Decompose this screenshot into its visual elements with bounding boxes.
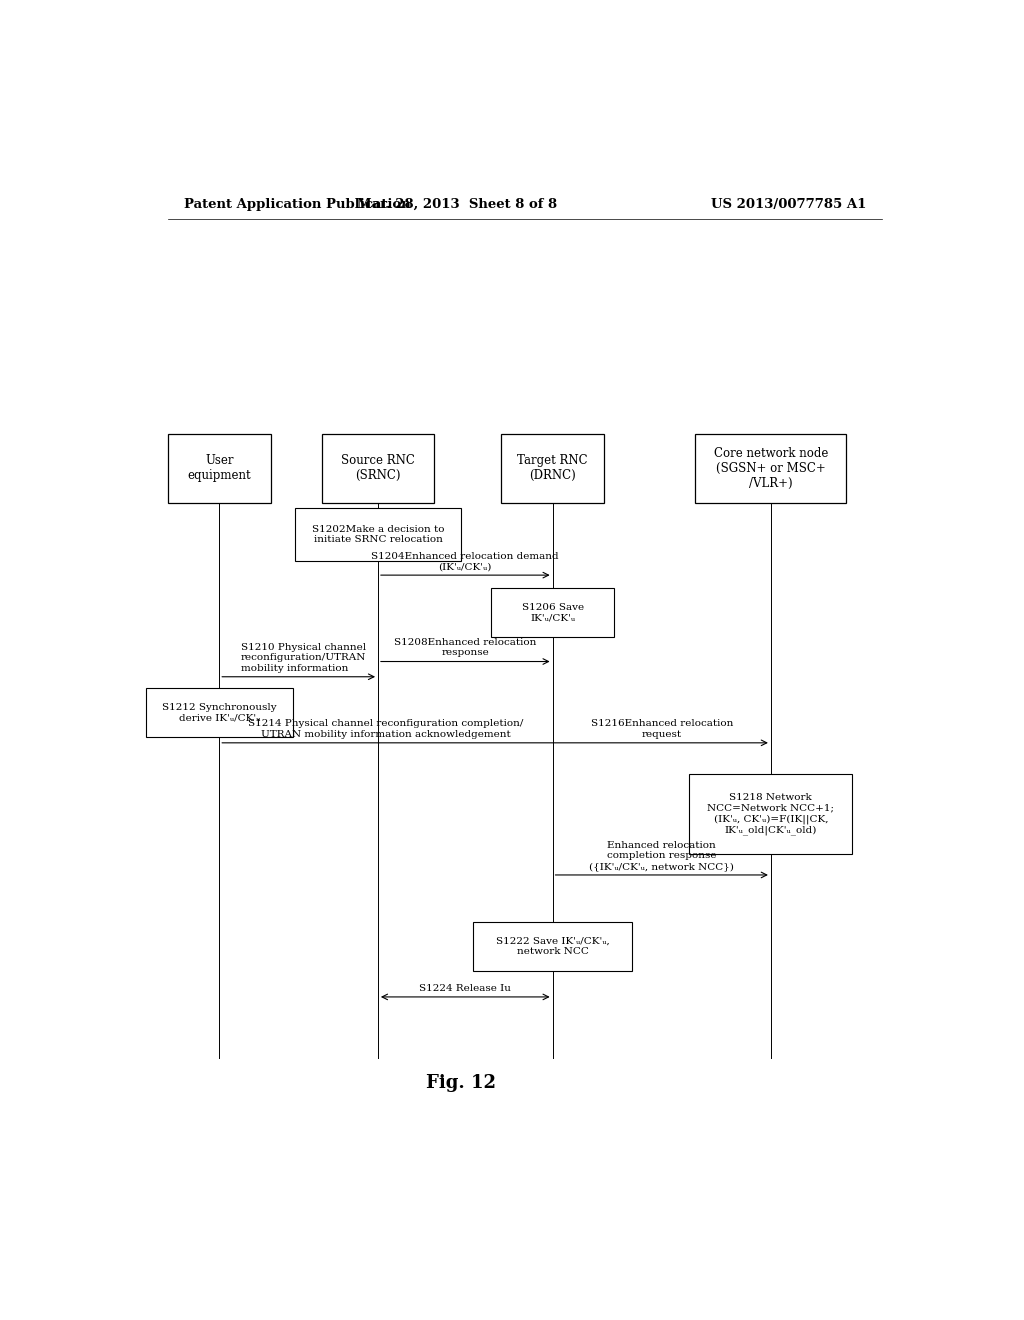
Text: Core network node
(SGSN+ or MSC+
/VLR+): Core network node (SGSN+ or MSC+ /VLR+) [714, 447, 828, 490]
Text: Enhanced relocation
completion response
({IK'ᵤ/CK'ᵤ, network NCC}): Enhanced relocation completion response … [589, 841, 734, 871]
Bar [323, 434, 433, 503]
Bar [501, 434, 604, 503]
Bar [695, 434, 846, 503]
Text: S1214 Physical channel reconfiguration completion/
UTRAN mobility information ac: S1214 Physical channel reconfiguration c… [248, 719, 523, 739]
Text: Fig. 12: Fig. 12 [426, 1074, 497, 1093]
Text: Patent Application Publication: Patent Application Publication [183, 198, 411, 211]
Bar [689, 775, 852, 854]
Text: Mar. 28, 2013  Sheet 8 of 8: Mar. 28, 2013 Sheet 8 of 8 [357, 198, 557, 211]
Text: User
equipment: User equipment [187, 454, 251, 482]
Text: S1202Make a decision to
initiate SRNC relocation: S1202Make a decision to initiate SRNC re… [311, 525, 444, 544]
Text: S1212 Synchronously
derive IK'ᵤ/CK'ᵤ: S1212 Synchronously derive IK'ᵤ/CK'ᵤ [162, 702, 276, 722]
Bar [295, 508, 462, 561]
Bar [168, 434, 270, 503]
Bar [473, 921, 632, 970]
Text: Source RNC
(SRNC): Source RNC (SRNC) [341, 454, 415, 482]
Text: S1210 Physical channel
reconfiguration/UTRAN
mobility information: S1210 Physical channel reconfiguration/U… [241, 643, 367, 673]
Text: S1216Enhanced relocation
request: S1216Enhanced relocation request [591, 719, 733, 739]
Text: S1206 Save
IK'ᵤ/CK'ᵤ: S1206 Save IK'ᵤ/CK'ᵤ [521, 603, 584, 623]
Text: Target RNC
(DRNC): Target RNC (DRNC) [517, 454, 588, 482]
Text: S1222 Save IK'ᵤ/CK'ᵤ,
network NCC: S1222 Save IK'ᵤ/CK'ᵤ, network NCC [496, 936, 609, 956]
Text: S1204Enhanced relocation demand
(IK'ᵤ/CK'ᵤ): S1204Enhanced relocation demand (IK'ᵤ/CK… [372, 552, 559, 572]
Text: S1224 Release Iu: S1224 Release Iu [420, 983, 511, 993]
Text: S1208Enhanced relocation
response: S1208Enhanced relocation response [394, 638, 537, 657]
Text: S1218 Network
NCC=Network NCC+1;
(IK'ᵤ, CK'ᵤ)=F(IK||CK,
IK'ᵤ_old|CK'ᵤ_old): S1218 Network NCC=Network NCC+1; (IK'ᵤ, … [708, 793, 835, 834]
Text: US 2013/0077785 A1: US 2013/0077785 A1 [711, 198, 866, 211]
Bar [492, 589, 614, 638]
Bar [145, 688, 293, 737]
